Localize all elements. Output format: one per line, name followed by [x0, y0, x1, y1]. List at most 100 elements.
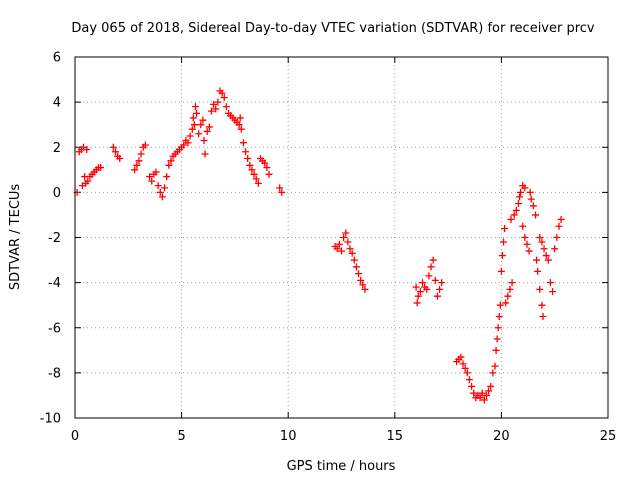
- data-point: [516, 193, 524, 201]
- data-point: [497, 267, 505, 275]
- data-point: [536, 285, 544, 293]
- data-point: [557, 215, 565, 223]
- data-point: [344, 238, 352, 246]
- data-point: [248, 166, 256, 174]
- data-point: [220, 94, 228, 102]
- data-point: [214, 98, 222, 106]
- data-point: [278, 188, 286, 196]
- data-point: [487, 382, 495, 390]
- data-point: [470, 389, 478, 397]
- data-point: [501, 224, 509, 232]
- data-point: [359, 281, 367, 289]
- data-point: [423, 285, 431, 293]
- data-point: [536, 234, 544, 241]
- data-point: [539, 312, 547, 320]
- chart-title: Day 065 of 2018, Sidereal Day-to-day VTE…: [71, 21, 595, 36]
- x-axis-label: GPS time / hours: [287, 459, 396, 474]
- data-point: [459, 360, 467, 368]
- data-point: [416, 288, 424, 296]
- data-point: [540, 245, 548, 253]
- data-point: [242, 148, 250, 156]
- data-point: [480, 396, 488, 404]
- data-point: [199, 116, 207, 124]
- data-point: [482, 391, 490, 399]
- data-point: [463, 369, 471, 377]
- data-point: [263, 164, 271, 172]
- data-point: [186, 132, 194, 140]
- data-point: [222, 103, 230, 111]
- data-point: [83, 146, 91, 154]
- data-point: [195, 130, 203, 138]
- data-point: [340, 234, 348, 241]
- data-point: [551, 245, 559, 253]
- y-tick-label: -8: [48, 366, 61, 381]
- x-tick-label: 15: [387, 429, 404, 444]
- data-point: [163, 173, 171, 181]
- data-point: [200, 136, 208, 144]
- data-point: [507, 215, 515, 223]
- data-point: [158, 193, 166, 201]
- data-point: [457, 353, 465, 361]
- data-point: [184, 139, 192, 147]
- data-point: [152, 168, 160, 176]
- data-point: [205, 123, 213, 131]
- data-point: [165, 161, 173, 169]
- data-point: [167, 157, 175, 165]
- data-point: [276, 184, 284, 192]
- data-point: [526, 188, 534, 196]
- data-point: [553, 234, 561, 241]
- data-point: [425, 272, 433, 280]
- data-point: [498, 252, 506, 260]
- data-point: [355, 270, 363, 278]
- data-point: [109, 143, 117, 151]
- data-point: [555, 222, 563, 230]
- data-point: [218, 89, 226, 97]
- data-point: [116, 155, 124, 163]
- data-point: [468, 382, 476, 390]
- data-point: [506, 285, 514, 293]
- data-point: [338, 247, 345, 255]
- data-point: [350, 256, 358, 264]
- data-point: [361, 285, 369, 293]
- y-tick-label: 6: [53, 51, 61, 66]
- data-point: [542, 252, 550, 260]
- data-point: [523, 240, 531, 248]
- y-tick-label: 4: [53, 96, 61, 111]
- data-point: [191, 103, 199, 111]
- data-point: [203, 127, 211, 135]
- x-tick-label: 10: [280, 429, 297, 444]
- data-point: [180, 141, 188, 149]
- data-point: [532, 211, 540, 219]
- data-point: [112, 148, 120, 156]
- data-point: [493, 335, 501, 343]
- data-point: [521, 234, 529, 241]
- data-point: [335, 240, 343, 248]
- data-point: [210, 100, 218, 108]
- data-point: [491, 362, 499, 370]
- data-point: [246, 161, 254, 169]
- data-point: [494, 324, 502, 332]
- data-point: [489, 369, 497, 377]
- data-point: [525, 247, 533, 255]
- data-point: [438, 279, 446, 287]
- data-point: [419, 279, 427, 287]
- data-point: [346, 245, 354, 253]
- data-point: [261, 159, 269, 167]
- data-points: [73, 87, 565, 404]
- data-point: [235, 121, 243, 129]
- plot-frame: [74, 56, 609, 419]
- data-point: [529, 202, 537, 210]
- data-point: [188, 125, 196, 133]
- data-point: [544, 256, 552, 264]
- data-point: [161, 184, 169, 192]
- data-point: [510, 211, 518, 219]
- data-point: [485, 387, 493, 395]
- data-point: [436, 285, 444, 293]
- data-point: [527, 195, 535, 203]
- data-point: [357, 276, 365, 284]
- y-tick-label: 2: [53, 141, 61, 156]
- data-point: [495, 312, 503, 320]
- data-point: [265, 170, 273, 178]
- data-point: [237, 125, 245, 133]
